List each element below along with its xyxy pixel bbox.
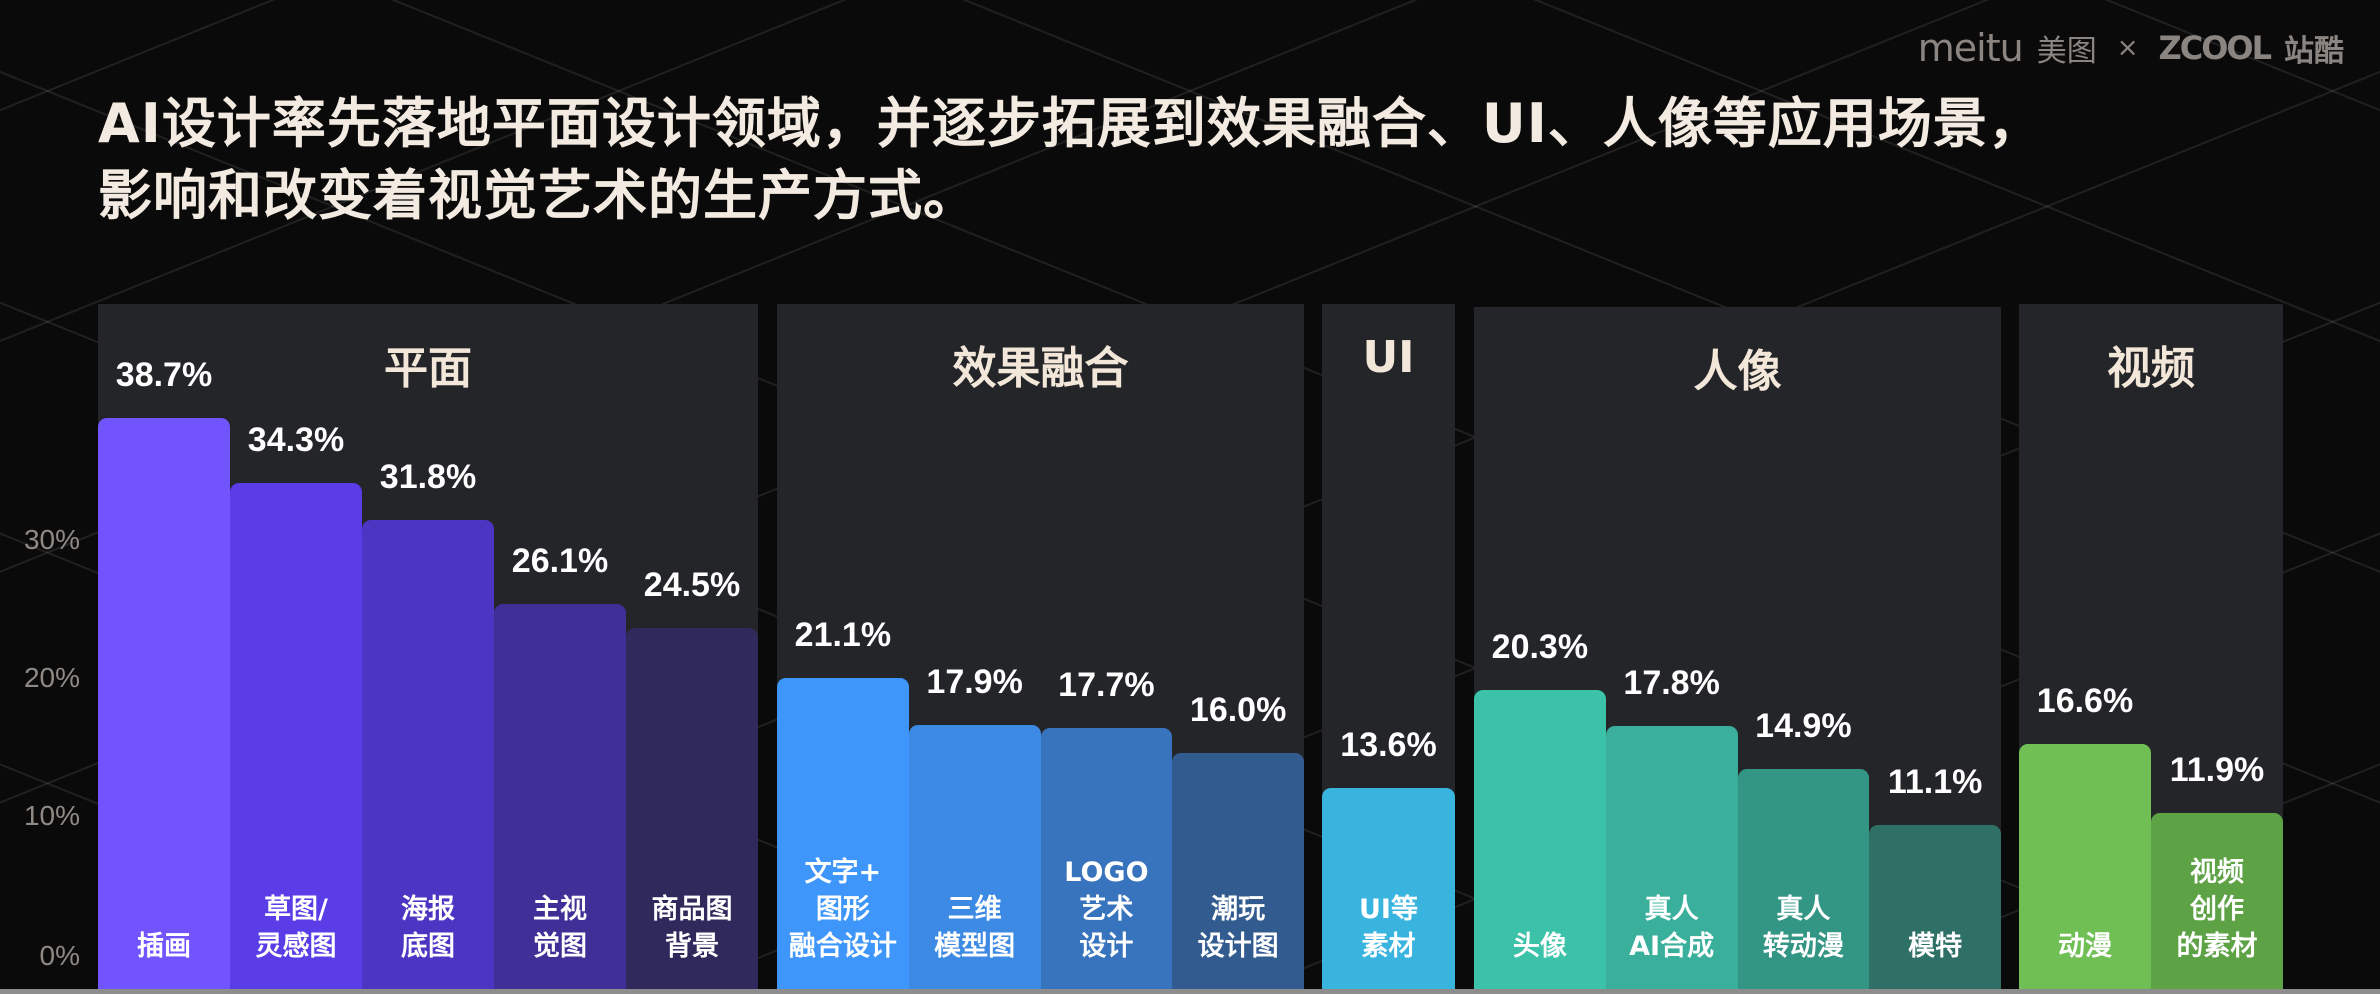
- bar-category-label: 三维 模型图: [934, 894, 1016, 962]
- group-title: UI: [1362, 332, 1415, 383]
- y-tick-20: 20%: [23, 662, 80, 693]
- bar-value-label: 17.8%: [1623, 664, 1720, 703]
- panel-ui: UI 13.6% UI等 素材: [1322, 304, 1455, 989]
- panel-planar: 平面 38.7% 插画 34.3% 草图/ 灵感图 31.8% 海报 底图 26.1% 主视 觉…: [98, 304, 758, 989]
- bar: 14.9% 真人 转动漫: [1737, 707, 1870, 989]
- bar-value-label: 16.6%: [2036, 682, 2134, 721]
- chart-title-line-1: AI设计率先落地平面设计领域，并逐步拓展到效果融合、UI、人像等应用场景，: [98, 92, 2043, 155]
- bar-value-label: 17.9%: [926, 662, 1023, 701]
- panel-portrait: 人像 20.3% 头像 17.8% 真人 AI合成 14.9% 真人 转动漫 11.1% 模特: [1474, 307, 2001, 989]
- bar-category-label: 模特: [1908, 931, 1963, 962]
- bar-value-label: 31.8%: [379, 457, 477, 496]
- bar-category-label: 潮玩 设计图: [1197, 894, 1279, 962]
- bottom-divider: [0, 989, 2380, 994]
- bar-value-label: 11.1%: [1887, 763, 1983, 802]
- y-tick-10: 10%: [23, 800, 80, 831]
- meitu-logo-cn: 美图: [2036, 34, 2097, 69]
- bar-category-label: 头像: [1512, 931, 1567, 962]
- bar-value-label: 26.1%: [511, 542, 609, 581]
- bar: 26.1% 主视 觉图: [494, 542, 626, 989]
- bar: 11.9% 视频 创作 的素材: [2151, 751, 2283, 989]
- bar: 31.8% 海报 底图: [362, 458, 494, 989]
- brand-logos: meitu 美图 × ZCOOL 站酷: [1918, 26, 2344, 70]
- group-title: 平面: [384, 343, 472, 394]
- bar: 34.3% 草图/ 灵感图: [230, 421, 362, 989]
- bar: 17.8% 真人 AI合成: [1605, 664, 1738, 989]
- y-tick-30: 30%: [23, 524, 80, 555]
- bar-value-label: 17.7%: [1058, 665, 1155, 704]
- bar: 24.5% 商品图 背景: [626, 566, 758, 989]
- y-tick-0: 0%: [39, 940, 80, 971]
- bar: 16.0% 潮玩 设计图: [1172, 691, 1304, 989]
- bar-category-label: 商品图 背景: [651, 894, 733, 962]
- bar-value-label: 21.1%: [794, 615, 892, 654]
- collab-separator: ×: [2116, 33, 2139, 63]
- bar-category-label: 插画: [137, 931, 191, 962]
- meitu-logo: meitu: [1917, 26, 2024, 70]
- bar-category-label: 草图/ 灵感图: [255, 894, 337, 962]
- bar: 21.1% 文字+ 图形 融合设计: [777, 616, 909, 989]
- bar-category-label: 真人 转动漫: [1762, 894, 1844, 962]
- group-title: 效果融合: [952, 343, 1129, 394]
- bar: 20.3% 头像: [1474, 628, 1606, 989]
- bar: 38.7% 插画: [98, 356, 230, 989]
- bar: 17.7% LOGO 艺术 设计: [1040, 666, 1173, 989]
- bar: 17.9% 三维 模型图: [908, 663, 1041, 989]
- bar: 11.1% 模特: [1869, 763, 2001, 989]
- bar-category-label: 海报 底图: [401, 894, 455, 962]
- chart-title-line-2: 影响和改变着视觉艺术的生产方式。: [98, 164, 978, 227]
- bar-value-label: 34.3%: [247, 421, 345, 460]
- group-title: 人像: [1693, 346, 1782, 397]
- chart-title: AI设计率先落地平面设计领域，并逐步拓展到效果融合、UI、人像等应用场景， 影响…: [98, 88, 2043, 232]
- bar-category-label: 真人 AI合成: [1629, 894, 1715, 962]
- bar-category-label: UI等 素材: [1359, 894, 1418, 962]
- bar-category-label: 文字+ 图形 融合设计: [788, 857, 897, 962]
- bar-category-label: LOGO 艺术 设计: [1064, 857, 1149, 962]
- bar-value-label: 16.0%: [1189, 691, 1287, 729]
- panel-effects: 效果融合 21.1% 文字+ 图形 融合设计 17.9% 三维 模型图 17.7% LOGO…: [777, 304, 1304, 989]
- bar-category-label: 视频 创作 的素材: [2176, 857, 2258, 962]
- bar-value-label: 38.7%: [115, 356, 213, 395]
- zcool-logo-cn: 站酷: [2284, 34, 2344, 69]
- bar: 16.6% 动漫: [2019, 682, 2151, 989]
- panel-video: 视频 16.6% 动漫 11.9% 视频 创作 的素材: [2019, 304, 2283, 989]
- zcool-logo: ZCOOL: [2158, 29, 2272, 67]
- bar-category-label: 动漫: [2058, 931, 2112, 962]
- bar: 13.6% UI等 素材: [1322, 726, 1455, 989]
- bar-value-label: 11.9%: [2169, 751, 2265, 790]
- bar-category-label: 主视 觉图: [533, 894, 587, 962]
- bar-value-label: 24.5%: [643, 565, 741, 604]
- group-title: 视频: [2107, 343, 2195, 394]
- bar-value-label: 14.9%: [1755, 707, 1852, 746]
- bar-value-label: 20.3%: [1491, 627, 1589, 666]
- bar-value-label: 13.6%: [1340, 726, 1437, 765]
